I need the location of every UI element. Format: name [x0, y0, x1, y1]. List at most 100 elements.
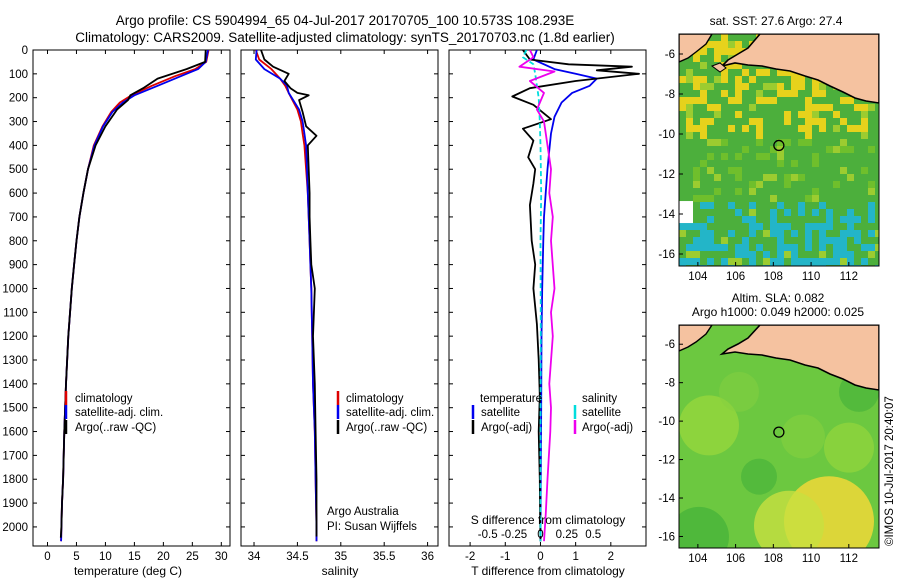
sst-cell: [728, 41, 735, 48]
top-x-tick-label: -0.25: [501, 529, 527, 541]
sst-cell: [700, 132, 707, 139]
sst-cell: [742, 83, 749, 90]
salinity-x-label: salinity: [322, 564, 359, 578]
sst-cell: [805, 139, 812, 146]
sst-cell: [777, 230, 784, 237]
sst-cell: [805, 111, 812, 118]
sst-cell: [798, 258, 805, 265]
sst-cell: [826, 258, 833, 265]
sst-cell: [735, 251, 742, 258]
series-line-salinity-satellite: [522, 50, 543, 542]
sst-cell: [819, 104, 826, 111]
sst-cell: [826, 237, 833, 244]
sst-cell: [721, 41, 728, 48]
sst-cell: [840, 230, 847, 237]
sst-cell: [686, 69, 693, 76]
sst-cell: [854, 125, 861, 132]
sst-cell: [686, 97, 693, 104]
imos-credit: ©IMOS 10-Jul-2017 20:40:07: [884, 396, 896, 546]
sst-cell: [784, 174, 791, 181]
sst-cell: [826, 223, 833, 230]
sst-cell: [826, 146, 833, 153]
sst-map-panel: sat. SST: 27.6 Argo: 27.4 104 106 108 110 11…: [658, 14, 880, 283]
sla-anomaly-blob: [741, 458, 777, 495]
sst-cell: [728, 48, 735, 55]
depth-tick-label: 0: [22, 45, 28, 57]
depth-tick-label: 1000: [2, 283, 28, 295]
sst-cell: [777, 160, 784, 167]
sst-cell: [812, 188, 819, 195]
sst-cell: [826, 209, 833, 216]
sst-cell: [861, 125, 868, 132]
sst-cell: [756, 139, 763, 146]
sst-cell: [812, 104, 819, 111]
sst-cell: [707, 244, 714, 251]
lon-tick-label: 104: [688, 553, 708, 565]
sst-cell: [700, 118, 707, 125]
lat-tick-label: -8: [665, 89, 675, 101]
x-tick-label: 30: [215, 551, 228, 563]
sst-cell: [819, 223, 826, 230]
sst-cell: [847, 216, 854, 223]
sst-cell: [756, 118, 763, 125]
sst-cell: [784, 181, 791, 188]
x-tick-label: 15: [128, 551, 141, 563]
sst-cell: [693, 76, 700, 83]
sla-anomaly-blob: [679, 506, 729, 548]
sst-cell: [812, 160, 819, 167]
sla-anomaly-blob: [824, 422, 874, 473]
coast-island-icon: [710, 62, 727, 73]
sst-cell: [749, 251, 756, 258]
sst-cell: [679, 104, 686, 111]
sst-cell: [805, 195, 812, 202]
sst-cell: [868, 251, 875, 258]
sst-cell: [707, 195, 714, 202]
sst-cell: [819, 202, 826, 209]
sst-cell: [763, 174, 770, 181]
sst-cell: [840, 237, 847, 244]
sst-cell: [742, 146, 749, 153]
sst-cell: [840, 167, 847, 174]
sst-cell: [742, 244, 749, 251]
sst-cell: [735, 174, 742, 181]
depth-tick-label: 900: [9, 260, 28, 272]
sst-cell: [700, 237, 707, 244]
depth-tick-label: 700: [9, 212, 28, 224]
difference-plot-frame: [448, 49, 647, 547]
sst-cell: [868, 209, 875, 216]
sst-cell: [728, 125, 735, 132]
legend-title-salinity: salinity: [582, 393, 617, 405]
depth-tick-label: 1500: [2, 403, 28, 415]
sst-cell: [812, 118, 819, 125]
sst-cell: [791, 90, 798, 97]
lon-tick-label: 110: [802, 271, 820, 283]
sst-cell: [756, 97, 763, 104]
sst-cell: [756, 125, 763, 132]
sst-cell: [784, 251, 791, 258]
temperature-x-ticks: 0 5 10 15 20 25 30: [44, 50, 228, 563]
sst-cell: [749, 258, 756, 265]
depth-tick-label: 1600: [2, 427, 28, 439]
x-tick-label: 36: [421, 551, 434, 563]
sst-cell: [707, 41, 714, 48]
sst-cell: [868, 188, 875, 195]
sst-cell: [819, 118, 826, 125]
sst-cell: [875, 230, 879, 237]
sst-cell: [777, 244, 784, 251]
sst-cell: [798, 202, 805, 209]
lat-tick-label: -6: [665, 339, 675, 351]
sst-cell: [770, 195, 777, 202]
top-x-tick-label: 0.25: [556, 529, 578, 541]
sst-cell: [777, 90, 784, 97]
sst-cell: [861, 244, 868, 251]
series-line-satellite-adj-clim-: [254, 50, 318, 542]
series-line-argo-raw-qc-: [260, 50, 318, 537]
sst-map-title: sat. SST: 27.6 Argo: 27.4: [710, 14, 843, 28]
sst-cell: [742, 216, 749, 223]
sst-cell: [721, 258, 728, 265]
x-tick-label: 5: [73, 551, 79, 563]
sst-cell: [798, 83, 805, 90]
x-tick-label: 2: [608, 551, 614, 563]
sst-cell: [742, 69, 749, 76]
depth-tick-label: 800: [9, 236, 28, 248]
